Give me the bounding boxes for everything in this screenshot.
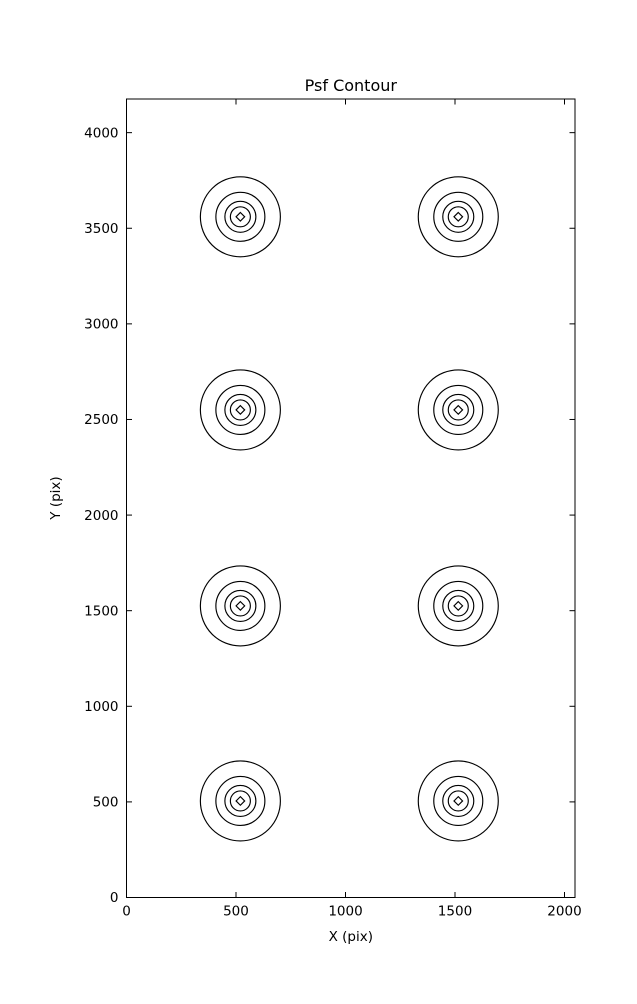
contour-ring: [433, 384, 484, 435]
contour-peak-diamond: [453, 404, 464, 416]
contour-peak-diamond: [235, 211, 246, 222]
contour-ring: [433, 775, 484, 827]
x-axis-label: X (pix): [329, 929, 373, 945]
y-axis-label: Y (pix): [48, 476, 64, 520]
plot-title: Psf Contour: [305, 76, 398, 95]
x-tick-label: 2000: [547, 904, 581, 920]
contour-ring: [229, 399, 251, 421]
contour-ring: [442, 393, 475, 426]
y-tick-label: 500: [93, 795, 119, 811]
contour-ring: [215, 775, 266, 827]
x-tick-label: 1000: [328, 904, 362, 920]
contour-ring: [442, 784, 475, 818]
y-tick-label: 4000: [84, 125, 118, 141]
contour-ring: [417, 565, 499, 647]
y-tick-label: 1500: [84, 603, 118, 619]
axes-spines: [126, 98, 576, 898]
y-tick-label: 3000: [84, 317, 118, 333]
contour-ring: [433, 580, 484, 631]
y-tick-label: 3500: [84, 221, 118, 237]
y-tick-label: 2500: [84, 412, 118, 428]
contour-ring: [229, 206, 251, 228]
contour-ring: [447, 399, 469, 421]
contour-ring: [417, 176, 499, 258]
contour-ring: [433, 191, 484, 242]
x-tick-label: 500: [223, 904, 249, 920]
contour-ring: [199, 760, 281, 842]
contour-peak-diamond: [453, 211, 464, 222]
contour-peak-diamond: [235, 404, 246, 416]
x-tick-label: 1500: [438, 904, 472, 920]
contour-ring: [224, 784, 257, 818]
y-tick-label: 1000: [84, 699, 118, 715]
contour-ring: [447, 790, 469, 812]
contour-ring: [224, 589, 257, 622]
contour-peak-diamond: [453, 600, 464, 612]
contour-ring: [229, 790, 251, 812]
contour-ring: [215, 580, 266, 631]
contour-ring: [199, 176, 281, 258]
y-tick-label: 0: [110, 890, 119, 906]
contour-ring: [215, 384, 266, 435]
x-tick-label: 0: [122, 904, 131, 920]
contour-ring: [442, 589, 475, 622]
contour-ring: [224, 393, 257, 426]
contour-ring: [229, 595, 251, 617]
contour-peak-diamond: [453, 795, 464, 807]
plot-generated-content: 0 500 1000 1500 2000 0 500 1000 1500 2000 2500 3000…: [84, 98, 582, 920]
contour-ring: [224, 200, 257, 233]
contour-ring: [215, 191, 266, 242]
contour-ring: [199, 369, 281, 451]
contour-ring: [442, 200, 475, 233]
contour-ring: [417, 760, 499, 842]
contour-ring: [199, 565, 281, 647]
contour-ring: [417, 369, 499, 451]
contour-peak-diamond: [235, 600, 246, 612]
contour-peak-diamond: [235, 795, 246, 807]
contour-ring: [447, 595, 469, 617]
y-tick-label: 2000: [84, 508, 118, 524]
contour-ring: [447, 206, 469, 228]
